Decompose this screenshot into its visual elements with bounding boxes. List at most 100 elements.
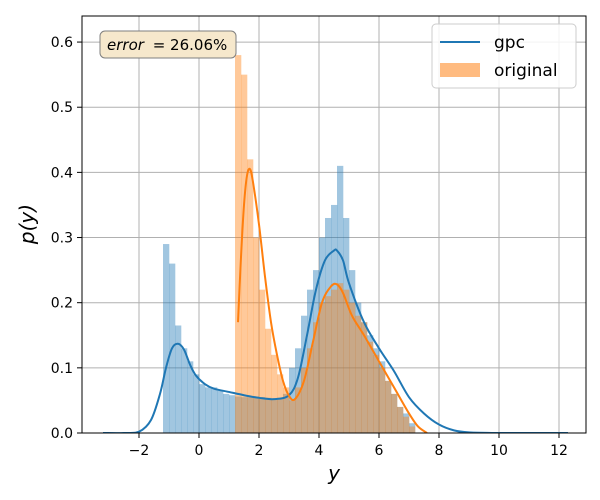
gpc-hist-bar — [319, 237, 326, 433]
gpc-hist-bar — [205, 387, 212, 433]
gpc-hist-bar — [325, 217, 332, 433]
y-tick-label: 0.1 — [51, 361, 73, 377]
gpc-hist-bar — [391, 393, 398, 433]
original-hist-bar — [295, 387, 302, 433]
original-hist-bar — [391, 393, 398, 433]
x-tick-label: 10 — [490, 443, 508, 459]
gpc-hist-bar — [403, 413, 410, 433]
x-axis-ticks: −2 0 2 4 6 8 10 12 — [129, 433, 568, 459]
original-hist-bar — [343, 289, 350, 433]
y-axis-ticks: 0.0 0.1 0.2 0.3 0.4 0.5 0.6 — [51, 35, 82, 442]
gpc-hist-bar — [193, 374, 200, 433]
gpc-hist-bar — [337, 165, 344, 433]
original-hist-bar — [277, 374, 284, 433]
gpc-hist-bar — [217, 390, 224, 433]
x-axis-label: y — [327, 461, 341, 485]
gpc-hist-bar — [265, 397, 272, 433]
gpc-hist-bar — [199, 384, 206, 433]
original-hist-bar — [403, 416, 410, 433]
legend-gpc-label: gpc — [494, 33, 525, 53]
plot-frame — [81, 15, 587, 434]
original-hist-bar — [289, 400, 296, 433]
original-hist-bar — [313, 322, 320, 433]
histograms — [163, 55, 416, 433]
gpc-hist-bar — [397, 406, 404, 433]
original-hist-bar — [319, 302, 326, 433]
x-tick-label: 6 — [375, 443, 384, 459]
original-hist-bar — [283, 387, 290, 433]
gpc-hist-bar — [385, 380, 392, 433]
gpc-hist-bar — [211, 387, 218, 433]
gpc-hist-bar — [355, 302, 362, 433]
original-hist-bar — [271, 354, 278, 433]
x-tick-label: 0 — [195, 443, 204, 459]
gpc-hist-bar — [379, 361, 386, 433]
original-hist-bar — [367, 341, 374, 433]
gpc-hist-bar — [283, 393, 290, 433]
gpc-hist-bar — [235, 396, 242, 433]
original-hist-bar — [247, 159, 254, 433]
gpc-density-line — [103, 248, 568, 433]
y-tick-label: 0.5 — [51, 100, 73, 116]
gpc-hist-bar — [175, 325, 182, 433]
y-tick-label: 0.4 — [51, 165, 73, 181]
original-hist-bar — [259, 289, 266, 433]
original-hist-bar — [409, 426, 416, 433]
gpc-hist-bar — [259, 397, 266, 433]
original-hist-bar — [361, 322, 368, 433]
gpc-hist-bar — [373, 348, 380, 433]
gpc-hist-bar — [307, 289, 314, 433]
original-hist-bar — [379, 367, 386, 433]
gpc-hist-bar — [181, 348, 188, 433]
gpc-hist-bar — [331, 204, 338, 433]
error-annotation: error = 26.06% — [99, 30, 237, 59]
original-hist-bar — [349, 302, 356, 433]
gpc-hist-bar — [187, 361, 194, 433]
x-tick-label: 2 — [255, 443, 264, 459]
original-hist-bar — [301, 367, 308, 433]
original-hist-bar — [397, 406, 404, 433]
density-curves — [103, 167, 568, 433]
gpc-hist-bar — [241, 397, 248, 433]
gpc-hist-bar — [253, 396, 260, 433]
annotation-value: = 26.06% — [153, 36, 228, 54]
gpc-hist-bar — [301, 315, 308, 433]
gpc-hist-bar — [367, 335, 374, 433]
original-hist-bar — [331, 289, 338, 433]
original-hist-bar — [241, 74, 248, 433]
original-hist-bar — [265, 328, 272, 433]
original-hist-bar — [337, 283, 344, 433]
gpc-hist-bar — [361, 322, 368, 433]
gpc-hist-bar — [247, 397, 254, 433]
x-tick-label: −2 — [129, 443, 150, 459]
original-hist-bar — [235, 55, 242, 433]
y-axis-label: p(y) — [15, 204, 39, 245]
original-density-line — [237, 167, 428, 433]
gpc-hist-bar — [277, 399, 284, 433]
legend: gpc original — [431, 23, 577, 89]
original-hist-bar — [307, 348, 314, 433]
annotation-text: error = 26.06% — [107, 36, 227, 54]
original-hist-bar — [373, 354, 380, 433]
original-hist-bar — [385, 380, 392, 433]
gpc-hist-bar — [343, 217, 350, 433]
y-tick-label: 0.2 — [51, 296, 73, 312]
x-tick-label: 4 — [315, 443, 324, 459]
annotation-prefix: error — [107, 36, 145, 54]
y-tick-label: 0.6 — [51, 35, 73, 51]
gpc-hist-bar — [409, 423, 416, 433]
gpc-hist-bar — [163, 244, 170, 433]
original-hist-bar — [253, 237, 260, 433]
original-hist-bar — [355, 315, 362, 433]
gpc-hist-bar — [223, 393, 230, 433]
legend-original-label: original — [494, 61, 558, 81]
legend-original-swatch — [440, 63, 480, 77]
gpc-hist-bar — [349, 270, 356, 433]
y-tick-label: 0.0 — [51, 426, 73, 442]
original-hist-bar — [325, 296, 332, 433]
y-tick-label: 0.3 — [51, 231, 73, 247]
annotation-box — [99, 30, 237, 59]
x-tick-label: 8 — [435, 443, 444, 459]
gpc-hist-bar — [271, 398, 278, 433]
